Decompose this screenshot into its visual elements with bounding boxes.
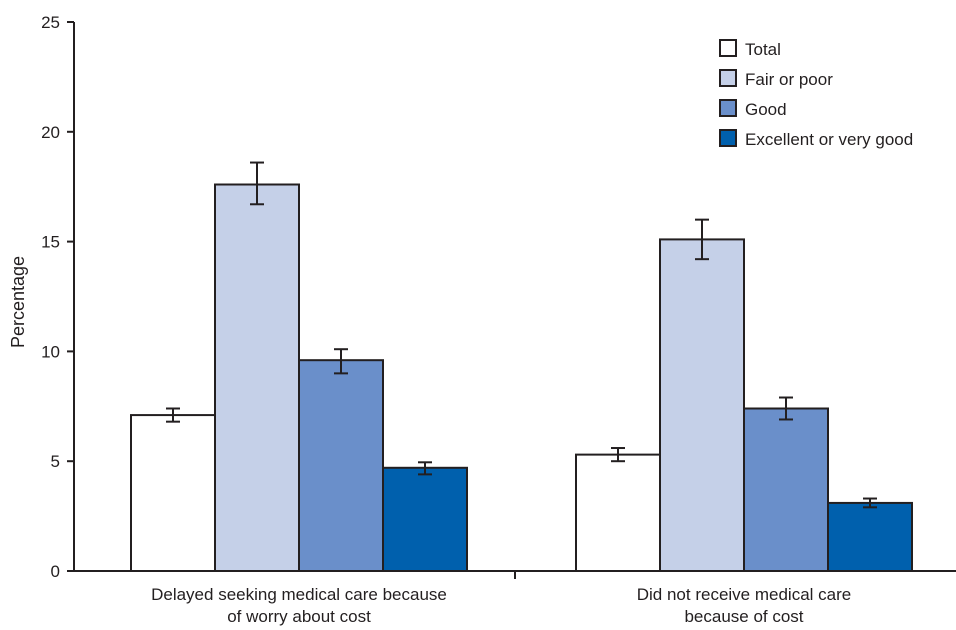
y-tick-label-3: 15: [41, 233, 60, 252]
error-bar-3-2: [779, 396, 793, 421]
error-bar-1-2: [611, 447, 625, 463]
bar-4-1: [382, 466, 468, 572]
legend-swatch-4: [719, 129, 737, 147]
legend-item-4: Excellent or very good: [719, 129, 913, 149]
bar-3-1: [298, 359, 384, 572]
axes-layer: 0 5 10 15 20 25 Delayed seeking medical care b…: [41, 13, 956, 626]
bar-1-2: [575, 453, 661, 572]
legend-item-2: Fair or poor: [719, 69, 833, 89]
error-bar-2-2: [695, 218, 709, 261]
legend-label-3: Good: [745, 100, 787, 119]
bars-layer: [130, 183, 913, 573]
error-bar-2-1: [250, 161, 264, 206]
bar-2-2: [659, 238, 745, 573]
y-tick-label-5: 25: [41, 13, 60, 32]
bar-1-1: [130, 414, 216, 573]
y-axis-title: Percentage: [8, 256, 28, 348]
error-bar-4-1: [418, 461, 432, 476]
legend-label-4: Excellent or very good: [745, 130, 913, 149]
legend-swatch-3: [719, 99, 737, 117]
legend-item-1: Total: [719, 39, 781, 59]
legend-label-2: Fair or poor: [745, 70, 833, 89]
y-tick-label-2: 10: [41, 342, 60, 361]
category-label-2: Did not receive medical care because of c…: [637, 585, 851, 626]
y-tick-label-0: 0: [51, 562, 60, 581]
y-tick-label-1: 5: [51, 452, 60, 471]
legend: Total Fair or poor Good Excellent or very g…: [719, 39, 913, 149]
category-label-1: Delayed seeking medical care because of w…: [151, 585, 447, 626]
legend-item-3: Good: [719, 99, 787, 119]
legend-label-1: Total: [745, 40, 781, 59]
legend-swatch-1: [719, 39, 737, 57]
y-tick-label-4: 20: [41, 123, 60, 142]
error-bar-1-1: [166, 407, 180, 423]
bar-2-1: [214, 183, 300, 572]
bar-3-2: [743, 407, 829, 572]
error-bar-3-1: [334, 348, 348, 375]
bar-4-2: [827, 501, 913, 573]
error-bars-layer: [166, 161, 877, 509]
error-bar-4-2: [863, 497, 877, 509]
legend-swatch-2: [719, 69, 737, 87]
